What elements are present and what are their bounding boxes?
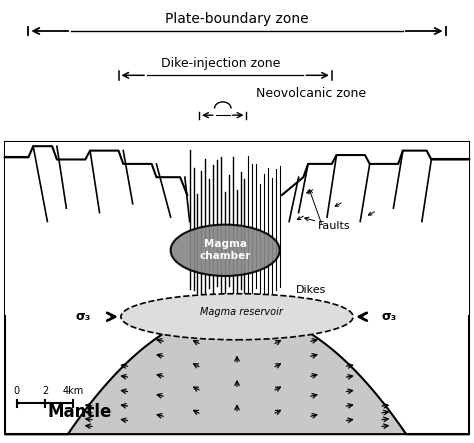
- Text: σ₃: σ₃: [75, 310, 91, 323]
- Text: Mantle: Mantle: [47, 403, 112, 421]
- Ellipse shape: [171, 225, 280, 276]
- Bar: [5, 142, 469, 315]
- Text: Dikes: Dikes: [296, 285, 327, 295]
- Text: Dike-injection zone: Dike-injection zone: [161, 57, 280, 70]
- Text: Faults: Faults: [318, 221, 350, 231]
- Text: 4km: 4km: [63, 386, 84, 396]
- Text: Magma reservoir: Magma reservoir: [201, 307, 283, 317]
- Text: Neovolcanic zone: Neovolcanic zone: [256, 87, 366, 100]
- Text: 2: 2: [42, 386, 48, 396]
- Text: Plate-boundary zone: Plate-boundary zone: [165, 12, 309, 26]
- Text: σ₃: σ₃: [381, 310, 396, 323]
- Bar: [5, 142, 469, 434]
- Ellipse shape: [121, 294, 353, 340]
- Text: 0: 0: [14, 386, 19, 396]
- Text: Magma
chamber: Magma chamber: [200, 240, 251, 261]
- Polygon shape: [5, 310, 469, 434]
